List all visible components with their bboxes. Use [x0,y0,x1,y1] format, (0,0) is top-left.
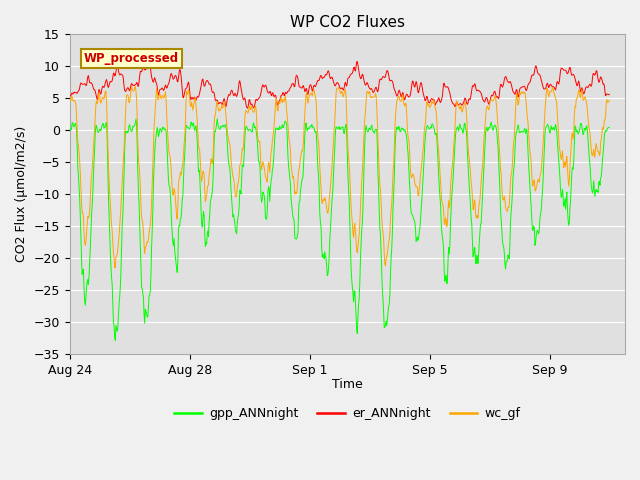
Text: WP_processed: WP_processed [84,51,179,64]
Title: WP CO2 Fluxes: WP CO2 Fluxes [290,15,405,30]
Legend: gpp_ANNnight, er_ANNnight, wc_gf: gpp_ANNnight, er_ANNnight, wc_gf [169,402,525,425]
X-axis label: Time: Time [332,378,363,391]
Y-axis label: CO2 Flux (μmol/m2/s): CO2 Flux (μmol/m2/s) [15,126,28,262]
